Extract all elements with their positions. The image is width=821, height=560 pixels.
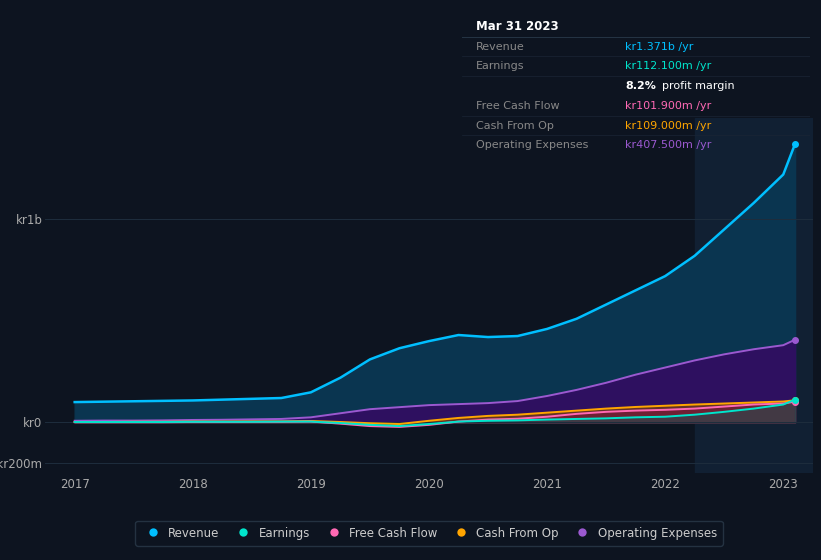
Text: profit margin: profit margin [662,81,735,91]
Text: kr407.500m /yr: kr407.500m /yr [626,141,712,150]
Text: Operating Expenses: Operating Expenses [476,141,589,150]
Text: Mar 31 2023: Mar 31 2023 [476,20,559,34]
Bar [695,118,821,473]
Text: kr112.100m /yr: kr112.100m /yr [626,62,712,71]
Text: Revenue: Revenue [476,41,525,52]
Text: kr1.371b /yr: kr1.371b /yr [626,41,694,52]
Text: Free Cash Flow: Free Cash Flow [476,101,560,111]
Text: kr101.900m /yr: kr101.900m /yr [626,101,712,111]
Legend: Revenue, Earnings, Free Cash Flow, Cash From Op, Operating Expenses: Revenue, Earnings, Free Cash Flow, Cash … [135,521,722,545]
Text: Earnings: Earnings [476,62,525,71]
Text: kr109.000m /yr: kr109.000m /yr [626,120,712,130]
Text: 8.2%: 8.2% [626,81,656,91]
Text: Cash From Op: Cash From Op [476,120,554,130]
